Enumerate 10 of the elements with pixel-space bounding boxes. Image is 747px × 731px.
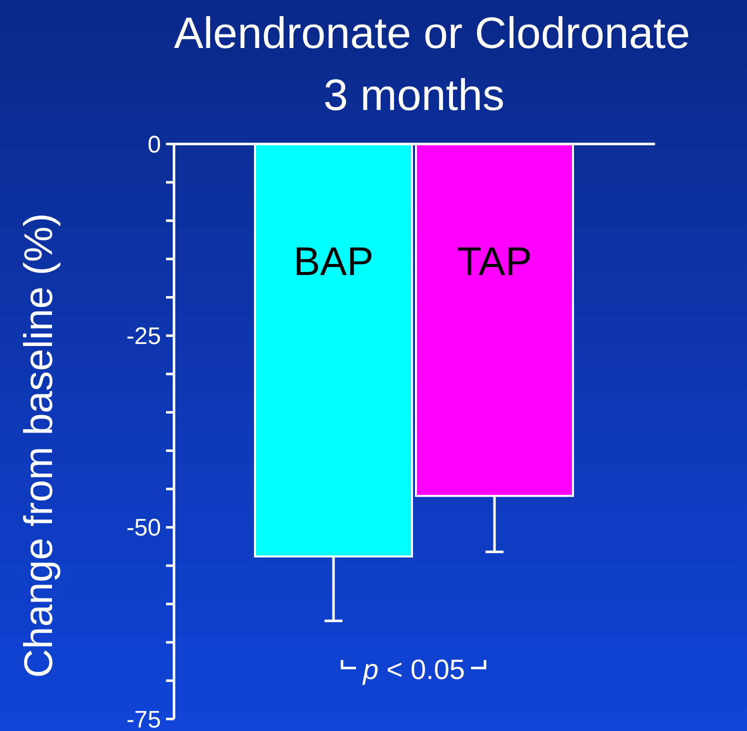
x-tick-label: BAP bbox=[293, 240, 374, 284]
y-tick-label: 0 bbox=[148, 131, 161, 158]
chart-subtitle: 3 months bbox=[324, 71, 504, 120]
y-tick-label: -50 bbox=[126, 514, 161, 542]
chart-title: Alendronate or Clodronate bbox=[174, 9, 690, 58]
annotation: p < 0.05 bbox=[362, 654, 465, 685]
x-tick-label: TAP bbox=[457, 240, 532, 284]
y-tick-label: -25 bbox=[126, 323, 161, 350]
y-axis-title: Change from baseline (%) bbox=[17, 213, 61, 678]
y-tick-label: -75 bbox=[126, 706, 161, 731]
